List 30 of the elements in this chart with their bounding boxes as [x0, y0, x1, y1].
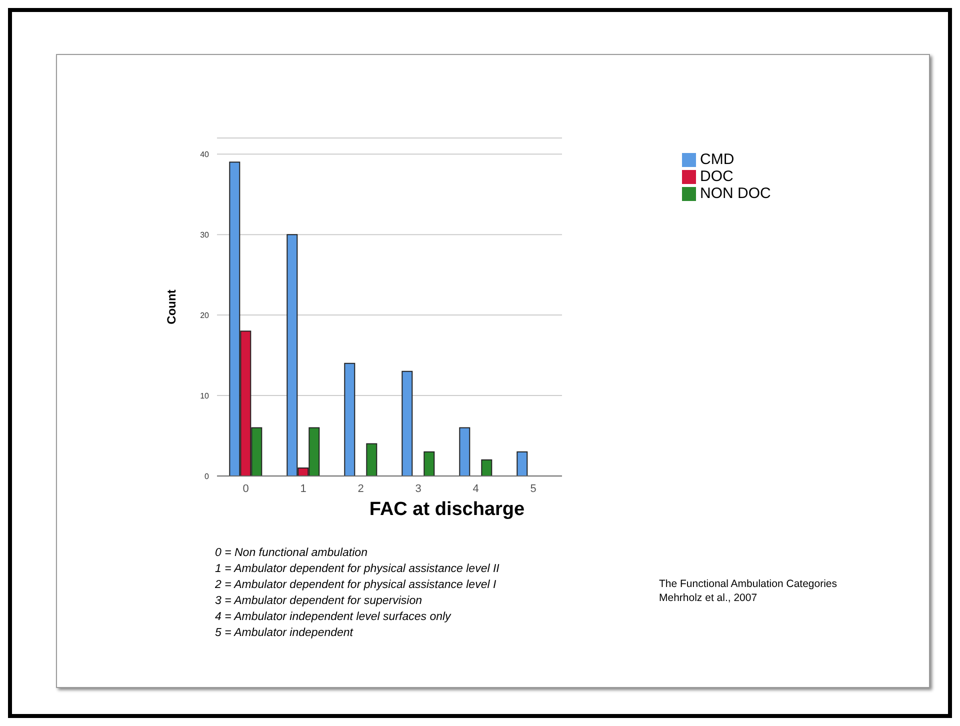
x-tick-label: 4 — [472, 482, 479, 495]
x-tick-label: 5 — [530, 482, 536, 495]
x-tick-label: 3 — [415, 482, 422, 495]
x-tick-label: 2 — [358, 482, 364, 495]
y-tick-label: 20 — [200, 310, 210, 320]
bar — [344, 362, 356, 476]
legend-label: DOC — [700, 168, 734, 185]
text: 2 = Ambulator dependent for physical assistance level I — [215, 578, 498, 593]
y-tick-label: 40 — [200, 150, 210, 159]
y-tick-label: 10 — [200, 391, 210, 400]
x-tick-label: 1 — [300, 482, 306, 495]
bar — [402, 370, 413, 476]
text: 1 = Ambulator dependent for physical assistance level II — [215, 562, 500, 577]
bar — [424, 451, 435, 476]
text: 0 = Non functional ambulation — [215, 546, 368, 561]
bar — [366, 443, 378, 476]
text: 5 = Ambulator independent — [215, 626, 354, 641]
y-axis-title: Count — [164, 290, 178, 324]
legend-label: NON DOC — [700, 185, 771, 202]
text: The Functional Ambulation Categories Mehrholz et al., 2007 — [659, 577, 838, 605]
bar — [459, 427, 470, 476]
text: 4 = Ambulator independent level surfaces only — [215, 610, 452, 625]
text: 3 = Ambulator dependent for supervision — [215, 594, 424, 609]
y-tick-label: 0 — [204, 472, 210, 481]
y-tick-label: 30 — [200, 230, 210, 240]
x-axis-title: FAC at discharge — [368, 499, 526, 521]
bar — [481, 459, 492, 476]
bar — [516, 451, 528, 476]
x-tick-label: 0 — [242, 482, 249, 495]
legend-label: CMD — [700, 151, 734, 168]
